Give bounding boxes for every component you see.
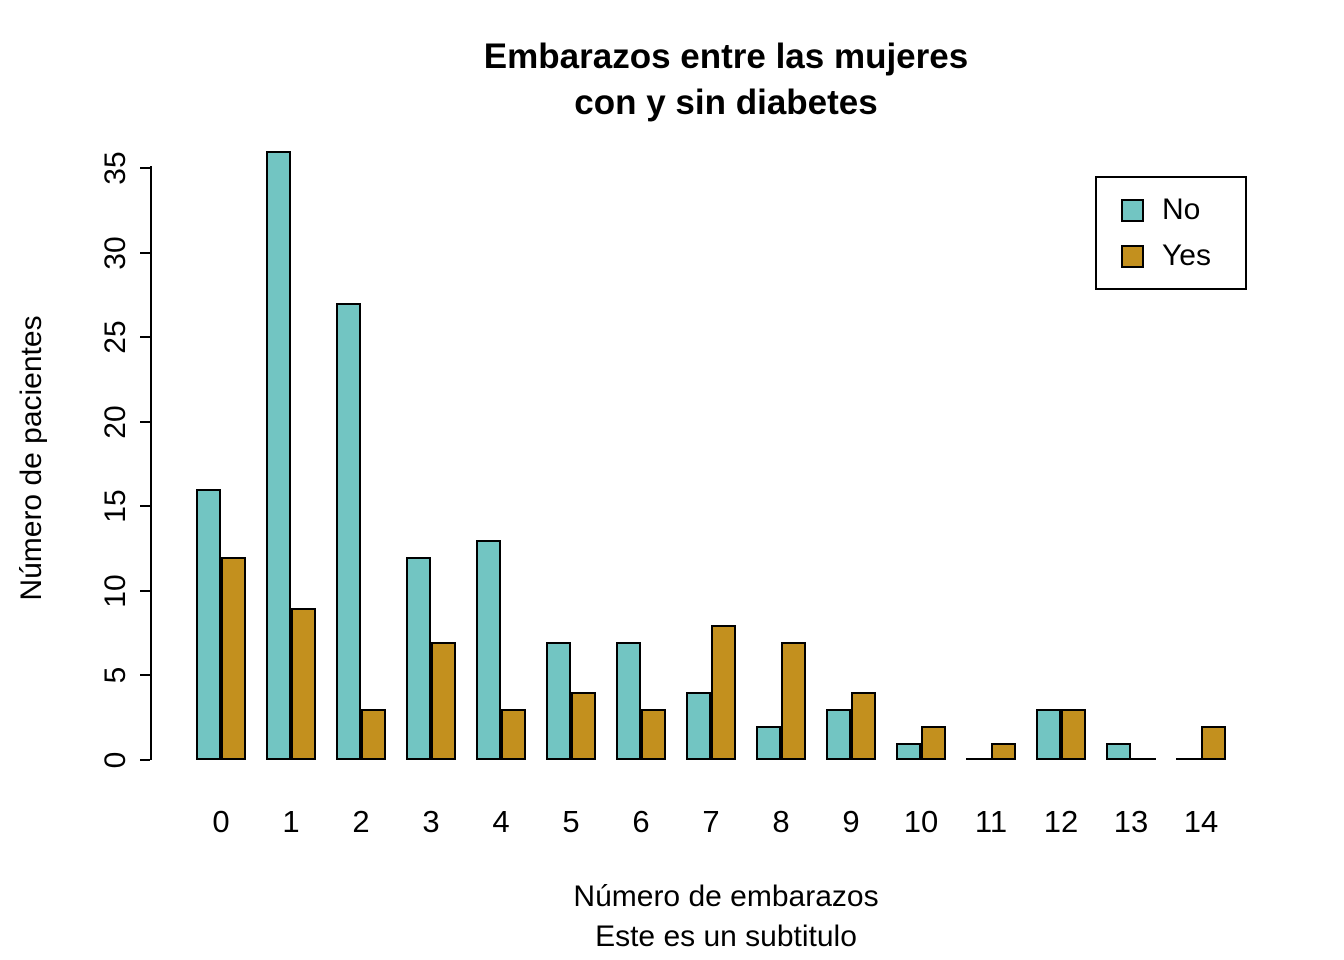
chart-title: Embarazos entre las mujeres con y sin di…: [152, 34, 1300, 126]
bar-no-9: [826, 709, 851, 760]
x-tick-label-5: 5: [562, 804, 580, 839]
bar-no-6: [616, 642, 641, 760]
y-axis-label: Número de pacientes: [15, 315, 48, 601]
y-tick-20: [140, 420, 150, 423]
x-tick-label-3: 3: [422, 804, 440, 839]
bar-no-2: [336, 303, 361, 760]
chart-title-line1: Embarazos entre las mujeres: [483, 37, 969, 76]
x-tick-label-9: 9: [842, 804, 860, 839]
bar-yes-13: [1131, 758, 1156, 760]
y-tick-5: [140, 674, 150, 677]
bar-no-8: [756, 726, 781, 760]
x-tick-label-4: 4: [492, 804, 510, 839]
y-tick-10: [140, 589, 150, 592]
y-tick-label-35: 35: [99, 151, 132, 185]
y-tick-label-5: 5: [99, 667, 132, 684]
bar-yes-11: [991, 743, 1016, 760]
y-tick-30: [140, 251, 150, 254]
x-tick-label-14: 14: [1183, 804, 1219, 839]
bar-yes-8: [781, 642, 806, 760]
bar-yes-6: [641, 709, 666, 760]
x-tick-label-2: 2: [352, 804, 370, 839]
bar-yes-12: [1061, 709, 1086, 760]
x-tick-label-11: 11: [974, 804, 1008, 839]
x-tick-label-6: 6: [632, 804, 650, 839]
legend-swatch-yes: [1121, 244, 1144, 268]
x-tick-label-1: 1: [282, 804, 300, 839]
x-axis-subtitle: Este es un subtitulo: [595, 920, 857, 953]
bar-yes-5: [571, 692, 596, 760]
plot-region: 0 5 10 15 20 25 30 35: [99, 150, 1300, 768]
legend-label-yes: Yes: [1162, 239, 1211, 272]
x-tick-label-0: 0: [212, 804, 230, 839]
legend-item-yes: Yes: [1121, 239, 1245, 273]
x-tick-label-8: 8: [772, 804, 790, 839]
y-tick-label-30: 30: [99, 235, 132, 270]
bar-no-5: [546, 642, 571, 760]
y-axis-ticks: 0 5 10 15 20 25 30 35: [99, 150, 1300, 768]
y-tick-label-20: 20: [99, 405, 132, 439]
x-axis-label: Número de embarazos: [573, 880, 879, 913]
y-tick-label-15: 15: [99, 489, 132, 523]
legend-swatch-no: [1121, 198, 1144, 222]
bar-no-13: [1106, 743, 1131, 760]
bar-yes-3: [431, 642, 456, 760]
bar-yes-2: [361, 709, 386, 760]
bar-no-12: [1036, 709, 1061, 760]
bar-no-0: [196, 489, 221, 760]
bar-no-14: [1176, 758, 1201, 760]
bar-yes-1: [291, 608, 316, 760]
bars-area: [152, 150, 1300, 760]
x-tick-labels: 0 1 2 3 4 5 6 7 8 9 10 11 12 13 14: [152, 804, 1300, 844]
x-tick-label-10: 10: [903, 804, 939, 839]
bar-no-1: [266, 151, 291, 760]
legend: No Yes: [1095, 176, 1247, 290]
bar-no-3: [406, 557, 431, 760]
bar-yes-4: [501, 709, 526, 760]
y-tick-label-25: 25: [99, 320, 132, 354]
x-tick-label-13: 13: [1113, 804, 1149, 839]
y-axis-line: [150, 166, 152, 760]
y-tick-label-10: 10: [99, 574, 132, 608]
bar-yes-14: [1201, 726, 1226, 760]
y-tick-0: [140, 759, 150, 761]
bar-no-7: [686, 692, 711, 760]
bar-yes-9: [851, 692, 876, 760]
y-tick-label-0: 0: [99, 751, 132, 769]
x-tick-label-12: 12: [1043, 804, 1079, 839]
y-tick-35: [140, 167, 150, 169]
legend-item-no: No: [1121, 193, 1245, 227]
y-tick-25: [140, 336, 150, 339]
x-tick-label-7: 7: [702, 804, 720, 839]
bar-no-11: [966, 758, 991, 760]
bar-yes-7: [711, 625, 736, 760]
bar-yes-10: [921, 726, 946, 760]
bar-no-10: [896, 743, 921, 760]
bar-yes-0: [221, 557, 246, 760]
legend-label-no: No: [1162, 193, 1201, 226]
chart-title-line2: con y sin diabetes: [574, 83, 878, 122]
bar-no-4: [476, 540, 501, 760]
y-tick-15: [140, 505, 150, 508]
